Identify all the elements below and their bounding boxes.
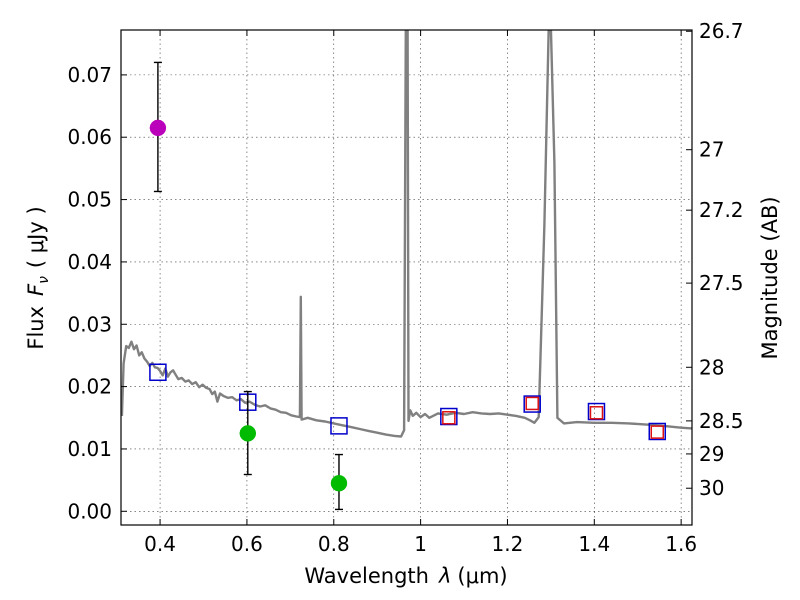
y-tick-label: 0.07 <box>67 63 112 87</box>
model-square-marker <box>650 425 665 439</box>
y-axis-title-subscript: ν <box>36 276 52 284</box>
y-axis-title-symbol: F <box>24 283 48 296</box>
y2-axis-title: Magnitude (AB) <box>758 196 782 359</box>
y2-tick-label: 27 <box>699 138 724 162</box>
x-axis-title-symbol: λ <box>438 564 451 588</box>
y-tick-label: 0.03 <box>67 312 112 336</box>
model-square-marker <box>648 422 667 441</box>
x-axis-title-unit: (μm) <box>457 564 507 588</box>
x-tick-label: 1.4 <box>578 532 610 556</box>
model-square-marker <box>149 363 167 382</box>
observed-flux-point <box>239 425 257 442</box>
y2-tick-label: 27.5 <box>699 271 744 295</box>
y-tick-label: 0.05 <box>67 188 112 212</box>
grid <box>121 30 692 525</box>
data-layer <box>121 30 692 511</box>
y-tick-label: 0.00 <box>67 499 112 523</box>
axes: 0.4 0.6 0.8 1 1.2 1.4 1.6 0.00 0.01 0.02 0.03 0.04 0… <box>67 19 743 556</box>
y-axis-title-main: Flux <box>24 306 48 350</box>
model-square-marker <box>523 395 541 413</box>
y-axis-title: Flux Fν ( μJy ) <box>24 206 52 349</box>
model-square-marker <box>525 396 539 411</box>
x-tick-label: 1 <box>414 532 427 556</box>
y-tick-label: 0.06 <box>67 125 112 149</box>
y-tick-label: 0.04 <box>67 250 112 274</box>
model-square-marker <box>330 417 348 435</box>
y2-tick-label: 26.7 <box>699 19 744 43</box>
y2-tick-label: 28.5 <box>699 409 744 433</box>
x-tick-label: 0.6 <box>231 532 263 556</box>
y2-tick-label: 28 <box>699 355 724 379</box>
y2-tick-label: 29 <box>699 442 724 466</box>
x-axis-title: Wavelength λ (μm) <box>304 564 507 588</box>
observed-flux-point <box>330 474 348 492</box>
x-axis-title-main: Wavelength <box>304 564 429 588</box>
x-tick-label: 1.2 <box>492 532 524 556</box>
model-square-marker <box>589 406 604 420</box>
y-tick-label: 0.01 <box>67 437 112 461</box>
y2-tick-label: 27.2 <box>699 198 744 222</box>
model-square-marker <box>587 402 606 421</box>
observed-flux-point <box>149 119 167 137</box>
x-tick-label: 1.6 <box>665 532 697 556</box>
model-square-marker <box>440 407 458 426</box>
model-square-marker <box>442 411 456 425</box>
x-tick-label: 0.8 <box>318 532 350 556</box>
x-tick-label: 0.4 <box>144 532 176 556</box>
y-axis-title-unit: ( μJy ) <box>24 206 48 268</box>
y-tick-label: 0.02 <box>67 375 112 399</box>
y2-tick-label: 30 <box>699 476 724 500</box>
plot-frame <box>120 29 693 526</box>
